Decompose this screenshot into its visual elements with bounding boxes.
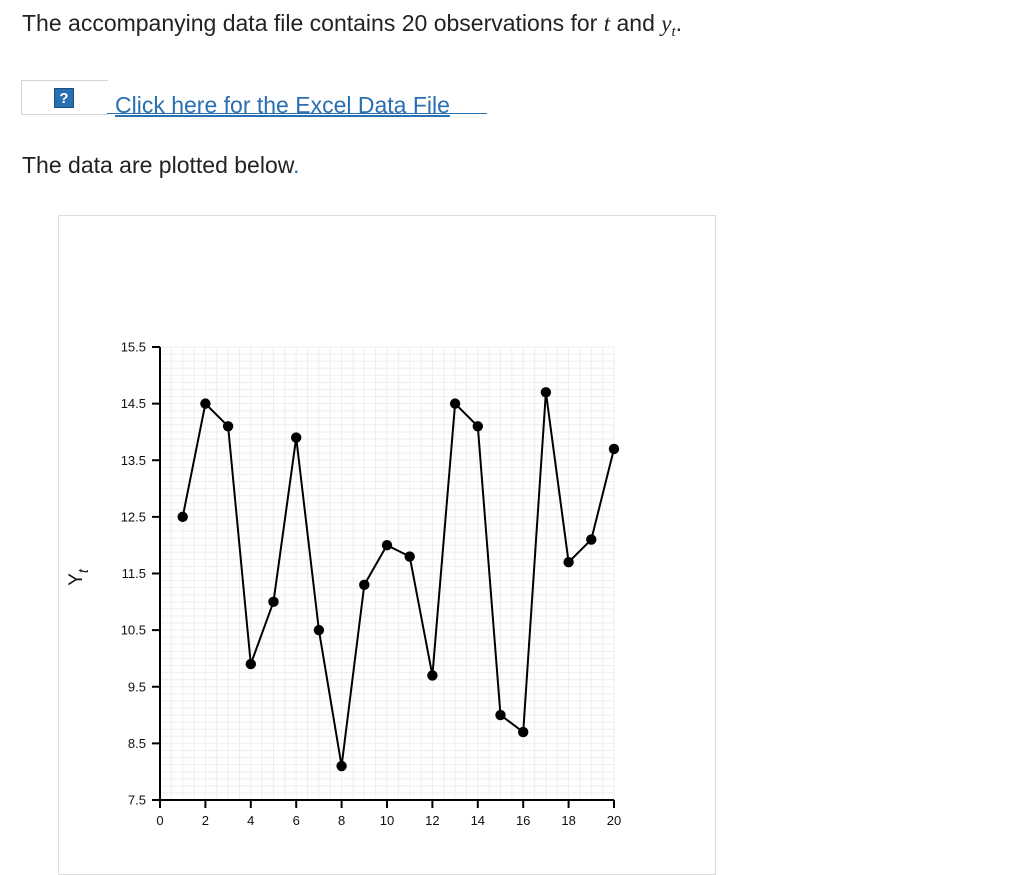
y-tick-label: 15.5 [121, 340, 146, 355]
x-tick-label: 16 [516, 813, 530, 828]
help-box: ? [21, 80, 108, 115]
intro-period: . [675, 10, 683, 36]
data-point [449, 398, 461, 409]
data-point [608, 443, 620, 455]
data-point [381, 539, 393, 551]
chart-series [177, 387, 620, 772]
y-tick-label: 7.5 [128, 793, 146, 808]
y-axis-label-subscript: t [75, 568, 91, 573]
x-tick-label: 12 [425, 813, 439, 828]
data-point [291, 432, 302, 443]
y-tick-label: 14.5 [121, 396, 146, 411]
plotted-period: . [293, 152, 300, 178]
file-row-underline [107, 113, 487, 114]
y-axis-label: Yt [66, 568, 91, 586]
intro-lead: The accompanying data file contains 20 o… [22, 10, 604, 36]
y-tick-label: 10.5 [121, 623, 146, 638]
data-point [495, 709, 506, 721]
x-tick-label: 18 [561, 813, 575, 828]
chart-axes: 7.5 8.5 9.5 10.5 11.5 12.5 13.5 14.5 15.5 0 2 4 6 8 10… [121, 340, 622, 829]
var-y: y [661, 11, 672, 36]
y-tick-label: 9.5 [128, 679, 146, 694]
data-point [518, 726, 529, 738]
data-point [404, 551, 415, 562]
data-point [245, 658, 256, 670]
data-point [540, 387, 552, 398]
data-point [222, 421, 234, 432]
var-y-subscript: t [671, 24, 676, 40]
x-tick-label: 0 [156, 813, 163, 828]
x-tick-label: 20 [607, 813, 621, 828]
data-point [563, 556, 574, 568]
excel-data-file-link[interactable]: Click here for the Excel Data File [115, 92, 450, 118]
y-tick-label: 13.5 [121, 453, 146, 468]
x-tick-label: 10 [380, 813, 394, 828]
data-point [427, 670, 438, 681]
data-point [200, 398, 211, 409]
intro-text: The accompanying data file contains 20 o… [22, 10, 682, 41]
data-point [177, 511, 188, 523]
y-tick-label: 12.5 [121, 509, 146, 524]
data-point [336, 760, 347, 772]
data-point [472, 421, 483, 432]
intro-and: and [610, 10, 662, 36]
x-tick-label: 14 [471, 813, 485, 828]
data-point [313, 624, 325, 636]
var-t: t [603, 11, 611, 36]
y-axis-label-main: Y [66, 573, 87, 586]
x-tick-label: 6 [293, 813, 300, 828]
y-tick-label: 11.5 [122, 566, 146, 581]
data-point [359, 579, 370, 591]
y-tick-label: 8.5 [128, 736, 146, 751]
plotted-text: The data are plotted below. [22, 152, 299, 179]
data-point [268, 596, 279, 608]
series-line [181, 392, 615, 767]
chart-grid [159, 346, 615, 801]
data-point [586, 534, 597, 545]
plotted-label: The data are plotted below [22, 152, 294, 178]
x-tick-label: 2 [202, 813, 209, 828]
help-icon[interactable]: ? [54, 88, 74, 108]
x-tick-label: 8 [338, 813, 345, 828]
x-tick-label: 4 [247, 813, 254, 828]
